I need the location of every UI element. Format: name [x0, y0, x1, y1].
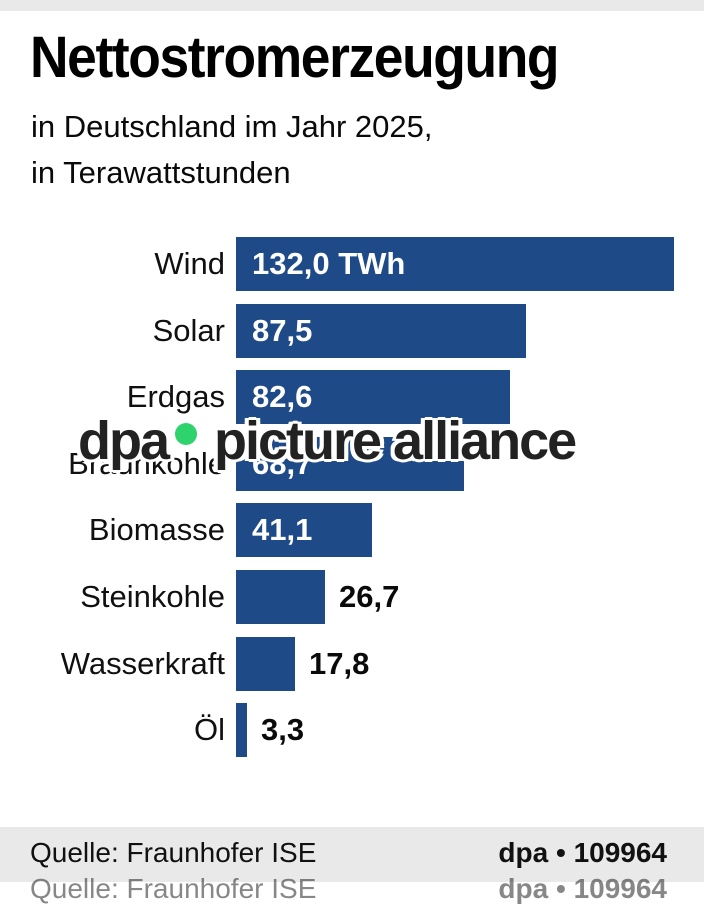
value-label: 82,6 [252, 379, 313, 415]
footer-main-row: Quelle: Fraunhofer ISE dpa • 109964 [0, 837, 704, 869]
watermark-dpa-text: dpa [78, 411, 170, 471]
subtitle-line-1: in Deutschland im Jahr 2025, [31, 109, 433, 144]
bar: 82,6 [236, 370, 510, 425]
watermark-green-dot-icon [175, 423, 198, 445]
category-label: Erdgas [126, 379, 225, 415]
category-label: Wind [154, 246, 225, 281]
value-label: 26,7 [339, 578, 400, 614]
chart-title: Nettostromerzeugung [30, 25, 560, 90]
value-label: 132,0 TWh [252, 246, 406, 281]
bar: 132,0 TWh [236, 237, 674, 291]
dpa-credit-label: dpa • 109964 [498, 837, 667, 868]
bar [236, 569, 325, 624]
chart-row: Erdgas 82,6 [0, 370, 704, 425]
chart-row: Biomasse 41,1 [0, 503, 704, 558]
value-label: 17,8 [309, 645, 370, 681]
bar-chart: Wind 132,0 TWh Solar 87,5 Erdgas 82,6 Braunkoh… [0, 237, 704, 770]
chart-row: Wasserkraft 17,8 [0, 636, 704, 691]
category-label: Steinkohle [80, 578, 225, 614]
bar [236, 636, 295, 691]
value-label: 68,7 [252, 445, 313, 481]
subtitle-line-2: in Terawattstunden [31, 155, 291, 190]
category-label: Wasserkraft [60, 645, 225, 681]
bar: 87,5 [236, 303, 526, 358]
category-label: Öl [194, 712, 225, 748]
source-label: Quelle: Fraunhofer ISE [30, 837, 317, 868]
chart-row: Braunkohle 68,7 [0, 436, 704, 491]
bar [236, 703, 247, 758]
source-label-clipped: Quelle: Fraunhofer ISE [30, 873, 317, 904]
bar: 41,1 [236, 503, 372, 558]
top-border-strip [0, 0, 704, 11]
category-label: Biomasse [88, 512, 225, 548]
chart-row: Öl 3,3 [0, 703, 704, 758]
watermark: dpa picture alliance [78, 410, 577, 472]
bar: 68,7 [236, 436, 464, 491]
value-label: 87,5 [252, 312, 313, 348]
footer: Quelle: Fraunhofer ISE dpa • 109964 Quel… [0, 827, 704, 904]
chart-row: Solar 87,5 [0, 303, 704, 358]
chart-subtitle: in Deutschland im Jahr 2025, in Terawatt… [31, 104, 433, 196]
dpa-credit-label-clipped: dpa • 109964 [498, 873, 667, 904]
chart-row: Wind 132,0 TWh [0, 237, 704, 291]
category-label: Braunkohle [68, 445, 225, 481]
footer-clipped-row: Quelle: Fraunhofer ISE dpa • 109964 [0, 873, 704, 905]
watermark-picture-alliance-text: picture alliance [214, 411, 577, 471]
value-label: 41,1 [252, 512, 313, 548]
category-label: Solar [152, 312, 225, 348]
chart-row: Steinkohle 26,7 [0, 569, 704, 624]
value-label: 3,3 [261, 712, 305, 748]
